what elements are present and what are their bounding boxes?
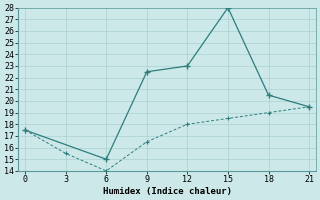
X-axis label: Humidex (Indice chaleur): Humidex (Indice chaleur) — [103, 187, 232, 196]
